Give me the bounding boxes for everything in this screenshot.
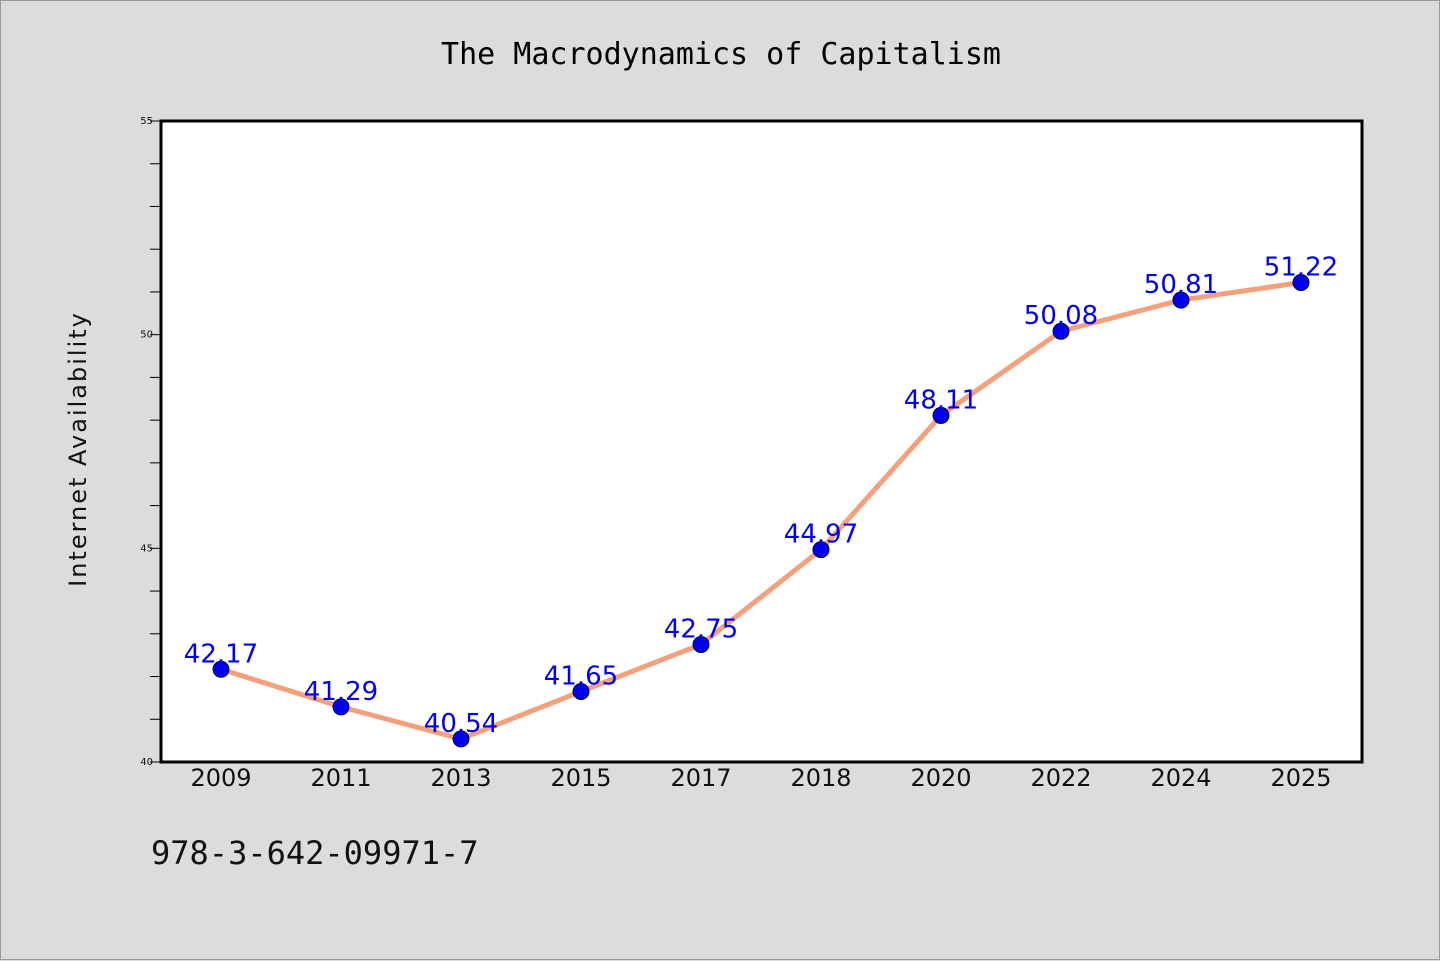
- data-label: 42.17: [184, 639, 258, 669]
- data-point-marker: [1172, 291, 1190, 309]
- data-label: 51.22: [1264, 253, 1338, 283]
- series-line: [218, 280, 1304, 742]
- data-point-marker: [332, 698, 350, 716]
- data-label: 48.11: [904, 385, 978, 415]
- data-label: 41.29: [304, 677, 378, 707]
- y-tick-label: 40: [140, 757, 153, 768]
- data-label: 50.08: [1024, 301, 1098, 331]
- series-group: 42.17 41.29 40.54 41.65 42.75 44.97 48.11 50.08…: [184, 253, 1338, 748]
- x-axis-ticks: 2009 2011 2013 2015 2017 2018 2020 2022 2024 2025: [190, 764, 1331, 792]
- data-label: 41.65: [544, 661, 618, 691]
- x-tick-label: 2009: [190, 764, 251, 792]
- isbn-caption: 978-3-642-09971-7: [151, 834, 479, 872]
- data-label: 42.75: [664, 614, 738, 644]
- data-point-marker: [812, 541, 830, 559]
- x-tick-label: 2011: [310, 764, 371, 792]
- x-tick-label: 2025: [1270, 764, 1331, 792]
- data-point-marker: [452, 730, 470, 748]
- data-point-marker: [692, 635, 710, 653]
- data-point-marker: [1292, 274, 1310, 292]
- x-tick-label: 2013: [430, 764, 491, 792]
- data-label: 50.81: [1144, 270, 1218, 300]
- x-tick-label: 2022: [1030, 764, 1091, 792]
- data-point-marker: [572, 682, 590, 700]
- x-tick-label: 2018: [790, 764, 851, 792]
- data-label: 44.97: [784, 520, 858, 550]
- y-axis-label: Internet Availability: [64, 311, 92, 587]
- data-point-marker: [932, 406, 950, 424]
- plot-area: [159, 119, 1364, 764]
- y-tick-label: 45: [140, 543, 153, 554]
- data-point-marker: [212, 660, 230, 678]
- y-tick-label: 50: [140, 330, 153, 341]
- data-label: 40.54: [424, 709, 498, 739]
- y-axis-ticks: 40 45 50 55: [140, 116, 160, 768]
- data-point-marker: [1052, 322, 1070, 340]
- x-tick-label: 2024: [1150, 764, 1211, 792]
- y-tick-label: 55: [140, 116, 153, 127]
- x-tick-label: 2017: [670, 764, 731, 792]
- x-tick-label: 2015: [550, 764, 611, 792]
- x-tick-label: 2020: [910, 764, 971, 792]
- chart-title: The Macrodynamics of Capitalism: [441, 37, 1001, 72]
